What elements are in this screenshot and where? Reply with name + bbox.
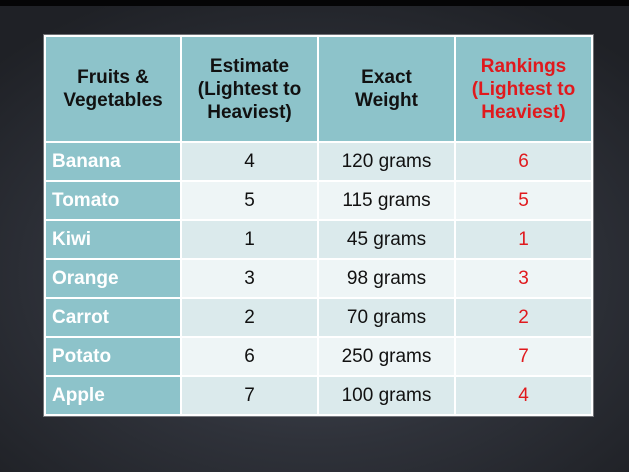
- estimate-cell: 1: [180, 219, 319, 260]
- item-name: Carrot: [44, 297, 182, 338]
- header-line: (Lightest to: [471, 78, 576, 100]
- table-row: Kiwi 1 45 grams 1: [44, 219, 593, 260]
- estimate-cell: 4: [180, 141, 319, 182]
- header-row: Fruits & Vegetables Estimate (Lightest t…: [44, 35, 593, 143]
- header-line: Weight: [355, 90, 418, 111]
- table-row: Tomato 5 115 grams 5: [44, 180, 593, 221]
- weight-cell: 70 grams: [317, 297, 456, 338]
- header-line: (Lightest to: [197, 78, 302, 100]
- header-estimate: Estimate (Lightest to Heaviest): [180, 35, 319, 143]
- item-name: Potato: [44, 336, 182, 377]
- table-row: Carrot 2 70 grams 2: [44, 297, 593, 338]
- weight-cell: 115 grams: [317, 180, 456, 221]
- item-name: Tomato: [44, 180, 182, 221]
- header-line: Vegetables: [63, 90, 163, 111]
- weight-cell: 98 grams: [317, 258, 456, 299]
- estimate-cell: 6: [180, 336, 319, 377]
- header-line: Exact: [361, 67, 412, 88]
- ranking-cell: 3: [454, 258, 593, 299]
- header-line: Estimate: [209, 55, 290, 77]
- ranking-cell: 2: [454, 297, 593, 338]
- ranking-cell: 5: [454, 180, 593, 221]
- weights-table: Fruits & Vegetables Estimate (Lightest t…: [44, 35, 593, 416]
- header-fruits-vegetables: Fruits & Vegetables: [44, 35, 182, 143]
- top-bar: [0, 0, 629, 6]
- weight-cell: 250 grams: [317, 336, 456, 377]
- weight-cell: 45 grams: [317, 219, 456, 260]
- table-row: Potato 6 250 grams 7: [44, 336, 593, 377]
- table-row: Banana 4 120 grams 6: [44, 141, 593, 182]
- ranking-cell: 4: [454, 375, 593, 416]
- header-line: Fruits &: [77, 67, 149, 88]
- estimate-cell: 7: [180, 375, 319, 416]
- item-name: Apple: [44, 375, 182, 416]
- header-exact-weight: Exact Weight: [317, 35, 456, 143]
- header-line: Heaviest): [207, 101, 292, 123]
- item-name: Banana: [44, 141, 182, 182]
- header-rankings: Rankings (Lightest to Heaviest): [454, 35, 593, 143]
- item-name: Kiwi: [44, 219, 182, 260]
- estimate-cell: 5: [180, 180, 319, 221]
- item-name: Orange: [44, 258, 182, 299]
- header-line: Rankings: [480, 55, 567, 77]
- weight-cell: 100 grams: [317, 375, 456, 416]
- ranking-cell: 6: [454, 141, 593, 182]
- ranking-cell: 1: [454, 219, 593, 260]
- estimate-cell: 3: [180, 258, 319, 299]
- header-line: Heaviest): [481, 101, 566, 123]
- table-row: Orange 3 98 grams 3: [44, 258, 593, 299]
- table-row: Apple 7 100 grams 4: [44, 375, 593, 416]
- weight-cell: 120 grams: [317, 141, 456, 182]
- ranking-cell: 7: [454, 336, 593, 377]
- estimate-cell: 2: [180, 297, 319, 338]
